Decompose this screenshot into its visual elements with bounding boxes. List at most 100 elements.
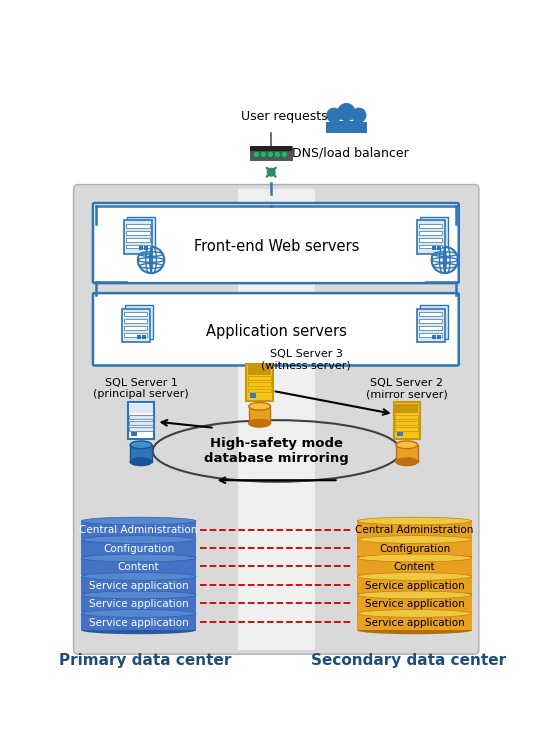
Polygon shape: [248, 406, 271, 424]
Polygon shape: [419, 333, 443, 337]
Polygon shape: [124, 333, 147, 337]
Polygon shape: [81, 521, 196, 538]
Polygon shape: [357, 521, 472, 538]
Ellipse shape: [81, 553, 196, 560]
Ellipse shape: [81, 591, 196, 599]
Ellipse shape: [357, 627, 472, 634]
Ellipse shape: [357, 517, 472, 525]
Polygon shape: [250, 393, 255, 398]
Polygon shape: [417, 309, 445, 342]
Polygon shape: [432, 246, 436, 250]
Ellipse shape: [81, 608, 196, 616]
Polygon shape: [357, 595, 472, 612]
Ellipse shape: [357, 534, 472, 542]
Text: User requests: User requests: [241, 109, 328, 122]
Polygon shape: [437, 246, 441, 250]
Ellipse shape: [81, 571, 196, 579]
Polygon shape: [395, 427, 418, 431]
Text: DNS/load balancer: DNS/load balancer: [292, 146, 409, 159]
Circle shape: [268, 153, 272, 156]
Polygon shape: [122, 309, 149, 342]
Polygon shape: [81, 558, 196, 575]
Polygon shape: [419, 245, 443, 248]
Polygon shape: [419, 238, 443, 242]
Polygon shape: [127, 217, 155, 251]
Polygon shape: [81, 540, 196, 556]
Ellipse shape: [357, 535, 472, 544]
Polygon shape: [419, 313, 443, 316]
Ellipse shape: [396, 458, 418, 466]
Text: Service application: Service application: [365, 581, 465, 590]
Text: SQL Server 3
(witness server): SQL Server 3 (witness server): [261, 350, 351, 371]
Ellipse shape: [357, 590, 472, 597]
Polygon shape: [129, 414, 153, 418]
Polygon shape: [238, 190, 315, 649]
Ellipse shape: [81, 554, 196, 562]
Polygon shape: [246, 364, 273, 401]
Ellipse shape: [357, 554, 472, 562]
Polygon shape: [129, 404, 153, 413]
Polygon shape: [250, 146, 292, 160]
Text: Secondary data center: Secondary data center: [311, 653, 506, 668]
Ellipse shape: [81, 517, 196, 525]
Polygon shape: [126, 223, 149, 228]
Polygon shape: [137, 334, 141, 338]
Circle shape: [338, 103, 355, 121]
Text: Service application: Service application: [89, 581, 189, 590]
Polygon shape: [125, 306, 153, 339]
Text: Service application: Service application: [365, 599, 465, 609]
Polygon shape: [337, 121, 356, 133]
Circle shape: [327, 108, 341, 122]
Polygon shape: [126, 245, 149, 248]
Polygon shape: [395, 421, 418, 425]
Polygon shape: [419, 326, 443, 330]
Polygon shape: [81, 595, 196, 612]
Polygon shape: [357, 540, 472, 556]
Ellipse shape: [396, 441, 418, 448]
Polygon shape: [395, 404, 418, 413]
Ellipse shape: [357, 553, 472, 560]
Polygon shape: [395, 414, 418, 418]
Ellipse shape: [357, 591, 472, 599]
Text: Content: Content: [394, 562, 436, 572]
Polygon shape: [129, 421, 153, 425]
Polygon shape: [140, 246, 143, 250]
Text: SQL Server 1
(principal server): SQL Server 1 (principal server): [93, 378, 189, 399]
Text: SQL Server 2
(mirror server): SQL Server 2 (mirror server): [366, 378, 448, 399]
Polygon shape: [357, 577, 472, 593]
FancyBboxPatch shape: [93, 293, 459, 365]
Polygon shape: [420, 306, 448, 339]
Text: Central Administration: Central Administration: [79, 525, 198, 535]
Polygon shape: [128, 402, 154, 439]
Polygon shape: [81, 613, 196, 630]
Circle shape: [352, 108, 366, 122]
Polygon shape: [357, 558, 472, 575]
Text: Central Administration: Central Administration: [355, 525, 474, 535]
Text: Configuration: Configuration: [103, 544, 174, 553]
Polygon shape: [124, 319, 147, 323]
Ellipse shape: [81, 627, 196, 634]
Circle shape: [138, 247, 164, 273]
Polygon shape: [144, 246, 148, 250]
Ellipse shape: [130, 458, 152, 466]
Ellipse shape: [248, 419, 271, 427]
Polygon shape: [417, 220, 445, 254]
FancyBboxPatch shape: [74, 184, 479, 655]
Polygon shape: [142, 334, 146, 338]
Circle shape: [261, 153, 265, 156]
Polygon shape: [419, 231, 443, 235]
Polygon shape: [393, 402, 420, 439]
Ellipse shape: [81, 535, 196, 544]
Ellipse shape: [81, 590, 196, 597]
FancyBboxPatch shape: [93, 203, 459, 283]
Polygon shape: [397, 432, 403, 436]
Polygon shape: [248, 365, 271, 374]
Polygon shape: [419, 319, 443, 323]
Ellipse shape: [130, 441, 152, 448]
Polygon shape: [351, 122, 367, 133]
Polygon shape: [81, 577, 196, 593]
Text: Content: Content: [118, 562, 160, 572]
Ellipse shape: [357, 609, 472, 618]
Circle shape: [432, 247, 458, 273]
Polygon shape: [250, 146, 292, 151]
